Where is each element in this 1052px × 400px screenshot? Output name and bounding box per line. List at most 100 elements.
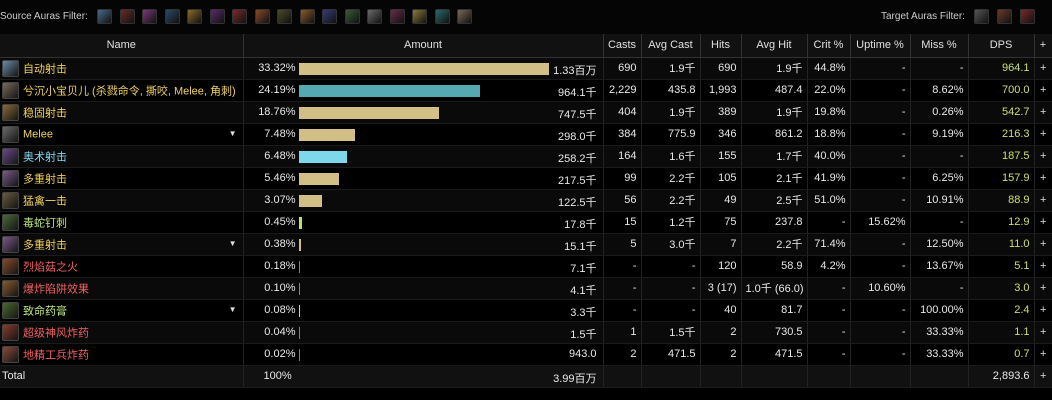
source-aura-filter-icon[interactable] [344, 9, 360, 24]
target-aura-filter-icon[interactable] [974, 9, 989, 24]
expand-plus[interactable]: + [1034, 364, 1052, 388]
expand-plus[interactable]: + [1034, 57, 1052, 80]
uptime-cell: - [850, 255, 911, 278]
expand-plus[interactable]: + [1034, 123, 1052, 146]
spell-name-cell[interactable]: 自动射击 [0, 57, 244, 80]
source-aura-filter-icon[interactable] [412, 9, 427, 24]
expand-plus[interactable]: + [1034, 79, 1052, 102]
source-aura-filter-icon[interactable] [434, 9, 450, 24]
spell-name[interactable]: 烈焰菇之火 [23, 261, 78, 273]
col-header-miss[interactable]: Miss % [910, 34, 969, 58]
chevron-down-icon[interactable]: ▼ [228, 238, 237, 248]
spell-name[interactable]: 奥术射击 [23, 151, 67, 163]
table-row[interactable]: 多重射击 ▼ 0.38% 15.1千 5 3.0千 7 2.2千 71.4% -12.50% 11.… [0, 233, 1052, 256]
source-aura-filter-icon[interactable] [142, 9, 157, 24]
chevron-down-icon[interactable]: ▼ [228, 128, 237, 138]
spell-name[interactable]: Melee [23, 128, 53, 140]
table-row[interactable]: 自动射击 33.32% 1.33百万 690 1.9千 690 1.9千 44.8% - -964… [0, 57, 1052, 80]
col-header-amount[interactable]: Amount [243, 34, 604, 58]
table-row[interactable]: 爆炸陷阱效果 0.10% 4.1千 - -3 (17) 1.0千 (66.0) -10.60… [0, 277, 1052, 300]
uptime-cell: 10.60% [850, 277, 911, 300]
uptime-cell: - [850, 167, 911, 190]
expand-plus[interactable]: + [1034, 101, 1052, 124]
avg-hit-cell: 730.5 [741, 321, 808, 344]
source-aura-filter-icon[interactable] [97, 9, 112, 24]
spell-name[interactable]: 兮沉小宝贝儿 (杀戮命令, 撕咬, Melee, 角刺) [23, 85, 236, 97]
source-aura-filter-icon[interactable] [277, 9, 292, 24]
expand-plus[interactable]: + [1034, 255, 1052, 278]
spell-name-cell[interactable]: 毒蛇钉刺 [0, 211, 244, 234]
source-aura-filter-icon[interactable] [299, 9, 315, 24]
chevron-down-icon[interactable]: ▼ [228, 304, 237, 314]
spell-name[interactable]: 超级神风炸药 [23, 327, 89, 339]
spell-name[interactable]: 多重射击 [23, 173, 67, 185]
spell-name-cell[interactable]: 地精工兵炸药 [0, 343, 244, 366]
expand-plus[interactable]: + [1034, 321, 1052, 344]
col-header-avg-cast[interactable]: Avg Cast [641, 34, 701, 58]
col-header-dps[interactable]: DPS [968, 34, 1035, 58]
source-aura-filter-icon[interactable] [389, 9, 405, 24]
source-aura-filter-icon[interactable] [367, 9, 382, 24]
spell-name[interactable]: 猛禽一击 [23, 195, 67, 207]
col-header-avg-hit[interactable]: Avg Hit [741, 34, 808, 58]
table-row[interactable]: Melee ▼ 7.48% 298.0千 384 775.9 346 861.2 18.8% -9… [0, 123, 1052, 146]
spell-name-cell[interactable]: 爆炸陷阱效果 [0, 277, 244, 300]
spell-name-cell[interactable]: 多重射击 ▼ [0, 233, 244, 256]
expand-plus[interactable]: + [1034, 233, 1052, 256]
spell-name-cell[interactable]: 多重射击 [0, 167, 244, 190]
spell-name-cell[interactable]: 兮沉小宝贝儿 (杀戮命令, 撕咬, Melee, 角刺) [0, 79, 244, 102]
avg-hit-cell: 1.7千 [741, 145, 808, 168]
col-header-name[interactable]: Name [0, 34, 244, 58]
spell-name[interactable]: 自动射击 [23, 63, 67, 75]
spell-name[interactable]: 多重射击 [23, 239, 67, 251]
col-header-crit[interactable]: Crit % [807, 34, 851, 58]
source-aura-filter-icon[interactable] [232, 9, 247, 24]
spell-name[interactable]: 稳固射击 [23, 107, 67, 119]
expand-plus[interactable]: + [1034, 277, 1052, 300]
source-aura-filter-icon[interactable] [254, 9, 270, 24]
table-row[interactable]: 稳固射击 18.76% 747.5千 404 1.9千 389 1.9千 19.8% -0.26… [0, 101, 1052, 124]
expand-plus[interactable]: + [1034, 343, 1052, 366]
expand-plus[interactable]: + [1034, 145, 1052, 168]
table-row[interactable]: 兮沉小宝贝儿 (杀戮命令, 撕咬, Melee, 角刺) 24.19% 964.1千… [0, 79, 1052, 102]
spell-name-cell[interactable]: Melee ▼ [0, 123, 244, 146]
spell-name[interactable]: 爆炸陷阱效果 [23, 283, 89, 295]
expand-plus[interactable]: + [1034, 299, 1052, 322]
source-aura-filter-icon[interactable] [457, 9, 472, 24]
expand-plus[interactable]: + [1034, 167, 1052, 190]
spell-name-cell[interactable]: 烈焰菇之火 [0, 255, 244, 278]
table-row[interactable]: 致命药膏 ▼ 0.08% 3.3千 - -40 81.7- -100.00% 2.4 + [0, 299, 1052, 322]
source-aura-filter-icon[interactable] [187, 9, 202, 24]
expand-plus[interactable]: + [1034, 211, 1052, 234]
table-row[interactable]: 超级神风炸药 0.04% 1.5千 1 1.5千 2 730.5- -33.33% 1.1 + [0, 321, 1052, 344]
table-row[interactable]: 猛禽一击 3.07% 122.5千 56 2.2千 49 2.5千 51.0% -10.91% 8… [0, 189, 1052, 212]
table-row[interactable]: 烈焰菇之火 0.18% 7.1千 - -120 58.9 4.2% -13.67% 5.1 + [0, 255, 1052, 278]
table-row[interactable]: 多重射击 5.46% 217.5千 99 2.2千 105 2.1千 41.9% -6.25% 1… [0, 167, 1052, 190]
spell-name[interactable]: 致命药膏 [23, 305, 67, 317]
col-header-casts[interactable]: Casts [603, 34, 642, 58]
spell-name[interactable]: 地精工兵炸药 [23, 349, 89, 361]
col-header-plus[interactable]: + [1034, 34, 1052, 58]
spell-name-cell[interactable]: 稳固射击 [0, 101, 244, 124]
spell-name-cell[interactable]: 猛禽一击 [0, 189, 244, 212]
dps-cell: 5.1 [968, 255, 1035, 278]
col-header-uptime[interactable]: Uptime % [850, 34, 911, 58]
table-row[interactable]: 奥术射击 6.48% 258.2千 164 1.6千 155 1.7千 40.0% - -187.… [0, 145, 1052, 168]
expand-plus[interactable]: + [1034, 189, 1052, 212]
table-row[interactable]: 毒蛇钉刺 0.45% 17.8千 15 1.2千 75 237.8-15.62% -12.9 + [0, 211, 1052, 234]
source-aura-filter-icon[interactable] [119, 9, 135, 24]
amount-cell: 0.04% 1.5千 [243, 321, 604, 344]
table-row[interactable]: 地精工兵炸药 0.02% 943.0 2 471.5 2 471.5- -33.33% 0.7 + [0, 343, 1052, 366]
source-aura-filter-icon[interactable] [209, 9, 225, 24]
spell-name-cell[interactable]: 致命药膏 ▼ [0, 299, 244, 322]
amount-value: 943.0 [568, 347, 597, 360]
source-aura-filter-icon[interactable] [322, 9, 337, 24]
target-aura-filter-icon[interactable] [1020, 9, 1035, 24]
col-header-hits[interactable]: Hits [700, 34, 742, 58]
spell-name[interactable]: 毒蛇钉刺 [23, 217, 67, 229]
spell-name-cell[interactable]: 奥术射击 [0, 145, 244, 168]
spell-name-cell[interactable]: 超级神风炸药 [0, 321, 244, 344]
target-aura-filter-icon[interactable] [997, 9, 1012, 24]
uptime-cell: - [850, 57, 911, 80]
source-aura-filter-icon[interactable] [164, 9, 180, 24]
